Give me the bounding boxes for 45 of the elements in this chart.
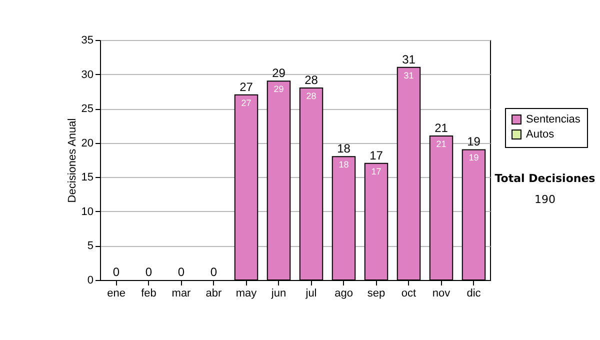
total-label: 28 — [304, 73, 318, 87]
x-tick-label: nov — [432, 288, 451, 300]
legend-label: Autos — [526, 128, 555, 140]
data-label: 27 — [241, 98, 252, 108]
x-tick-label: oct — [401, 288, 416, 300]
data-label: 21 — [436, 139, 446, 149]
data-label: 31 — [404, 70, 414, 80]
text: Total Decisiones — [494, 172, 596, 185]
y-tick-label: 20 — [81, 137, 94, 150]
total-label: 19 — [467, 134, 481, 149]
y-tick-label: 10 — [81, 206, 94, 218]
y-tick-label: 15 — [81, 172, 94, 184]
x-tick-label: jun — [270, 288, 286, 300]
total-label: 18 — [337, 142, 351, 156]
x-tick-label: mar — [172, 288, 192, 300]
legend-label: Sentencias — [526, 114, 581, 126]
x-tick-label: ago — [334, 288, 353, 300]
y-tick-label: 25 — [81, 103, 94, 116]
y-tick-label: 5 — [87, 240, 94, 252]
data-label: 19 — [468, 152, 479, 163]
data-label: 28 — [306, 91, 316, 101]
y-tick-label: 35 — [81, 34, 94, 46]
y-tick-label: 0 — [87, 274, 94, 286]
total-label: 0 — [145, 265, 152, 279]
total-label: 29 — [272, 66, 286, 80]
y-tick-label: 30 — [81, 68, 94, 81]
total-label: 0 — [178, 265, 185, 279]
total-label: 27 — [240, 80, 254, 94]
data-label: 18 — [338, 160, 349, 170]
total-label: 31 — [402, 52, 416, 66]
x-tick-label: ene — [107, 288, 126, 300]
x-tick-label: feb — [141, 288, 156, 300]
x-tick-label: abr — [206, 288, 222, 300]
x-tick-label: sep — [367, 288, 386, 300]
text: 190 — [534, 193, 556, 206]
x-tick-label: may — [236, 288, 258, 300]
total-label: 17 — [370, 148, 384, 162]
data-label: 29 — [274, 84, 284, 94]
x-tick-label: dic — [466, 288, 482, 300]
total-label: 0 — [112, 265, 120, 279]
total-label: 21 — [434, 121, 448, 135]
data-label: 17 — [371, 166, 382, 176]
total-label: 0 — [210, 265, 218, 279]
x-tick-label: jul — [304, 288, 317, 300]
y-axis-title: Decisiones Anual — [66, 118, 78, 203]
